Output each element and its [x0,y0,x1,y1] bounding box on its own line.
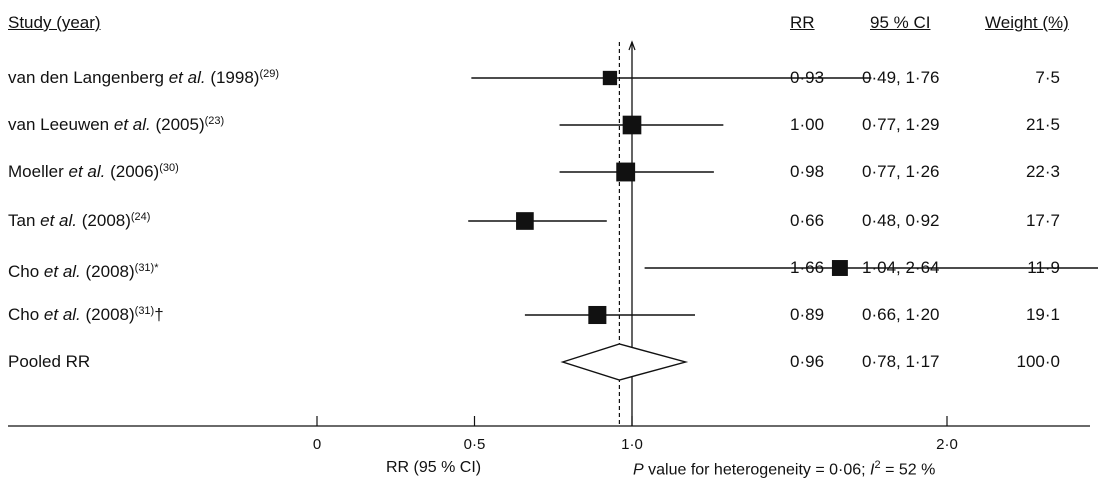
study-year: (2005) [155,115,205,134]
study-rr-value: 0·89 [790,305,825,324]
point-estimate-marker [622,115,642,135]
study-rr-value: 0·98 [790,162,825,181]
study-year: (2008) [85,262,135,281]
study-label: Tan et al. (2008)(24) [8,211,150,231]
point-estimate-marker [831,260,848,276]
study-ci-value: 0·66, 1·20 [862,305,940,324]
study-label: Moeller et al. (2006)(30) [8,162,179,182]
study-etal: et al. [113,115,151,134]
study-mark: * [154,262,159,274]
study-reference: (30) [159,162,179,174]
heterogeneity-p-symbol: P [633,461,644,479]
study-rr-value: 0·66 [790,211,825,230]
study-reference: (29) [259,68,280,80]
study-etal: et al. [43,305,81,324]
study-label: Cho et al. (2008)(31)* [8,258,159,282]
study-year: (2008) [81,211,131,230]
study-rr-value: 1·00 [790,115,825,134]
study-ci-value: 0·49, 1·76 [862,68,940,87]
study-reference: (23) [204,115,225,127]
x-axis-tick-label: 0 [313,436,321,453]
x-axis-tick-label: 0·5 [464,436,486,453]
point-estimate-marker [588,305,607,325]
study-ci-value: 0·77, 1·26 [862,162,940,181]
heterogeneity-text: value for heterogeneity = 0·06; [643,461,871,479]
study-label: van den Langenberg et al. (1998)(29) [8,68,279,88]
study-author: Cho [8,262,40,281]
study-year: (1998) [210,68,260,87]
study-mark: † [154,305,164,324]
study-weight-value: 19·1 [1025,305,1060,324]
study-label: Cho et al. (2008)(31)† [8,305,164,325]
study-year: (2006) [110,162,160,181]
pooled-ci-value: 0·78, 1·17 [862,352,940,371]
point-estimate-marker [602,70,618,86]
study-author: van den Langenberg [8,68,164,87]
study-weight-value: 7·5 [1035,68,1060,87]
study-weight-value: 22·3 [1025,162,1060,181]
study-reference: (24) [130,211,151,223]
study-ci-value: 0·48, 0·92 [862,211,940,230]
point-estimate-marker [616,162,636,182]
pooled-rr-value: 0·96 [790,352,825,371]
header-ci: 95 % CI [870,13,931,32]
study-etal: et al. [168,68,206,87]
study-author: Moeller [8,162,64,181]
pooled-label: Pooled RR [8,352,91,371]
heterogeneity-note: P value for heterogeneity = 0·06; I2 = 5… [633,459,935,479]
header-weight: Weight (%) [985,13,1069,32]
i2-value: = 52 % [880,461,936,479]
study-etal: et al. [40,211,78,230]
study-weight-value: 21·5 [1025,115,1060,134]
header-study: Study (year) [8,13,101,32]
study-etal: et al. [43,262,81,281]
pooled-diamond [560,343,689,381]
study-weight-value: 17·7 [1025,211,1060,230]
study-label: van Leeuwen et al. (2005)(23) [8,115,224,135]
study-author: Cho [8,305,40,324]
study-author: Tan [8,211,36,230]
reference-line-arrow [628,40,636,51]
study-reference: (31) [134,305,155,317]
i2-superscript: 2 [874,459,881,471]
x-axis-tick-label: 1·0 [621,436,643,453]
study-year: (2008) [85,305,135,324]
x-axis-tick-label: 2·0 [936,436,958,453]
pooled-weight-value: 100·0 [1016,352,1060,371]
x-axis-label: RR (95 % CI) [386,459,482,476]
study-ci-value: 0·77, 1·29 [862,115,940,134]
study-etal: et al. [68,162,106,181]
study-reference: (31) [134,262,155,274]
i2-symbol: I [870,461,875,479]
study-author: van Leeuwen [8,115,110,134]
header-rr: RR [790,13,815,32]
point-estimate-marker [516,212,534,230]
